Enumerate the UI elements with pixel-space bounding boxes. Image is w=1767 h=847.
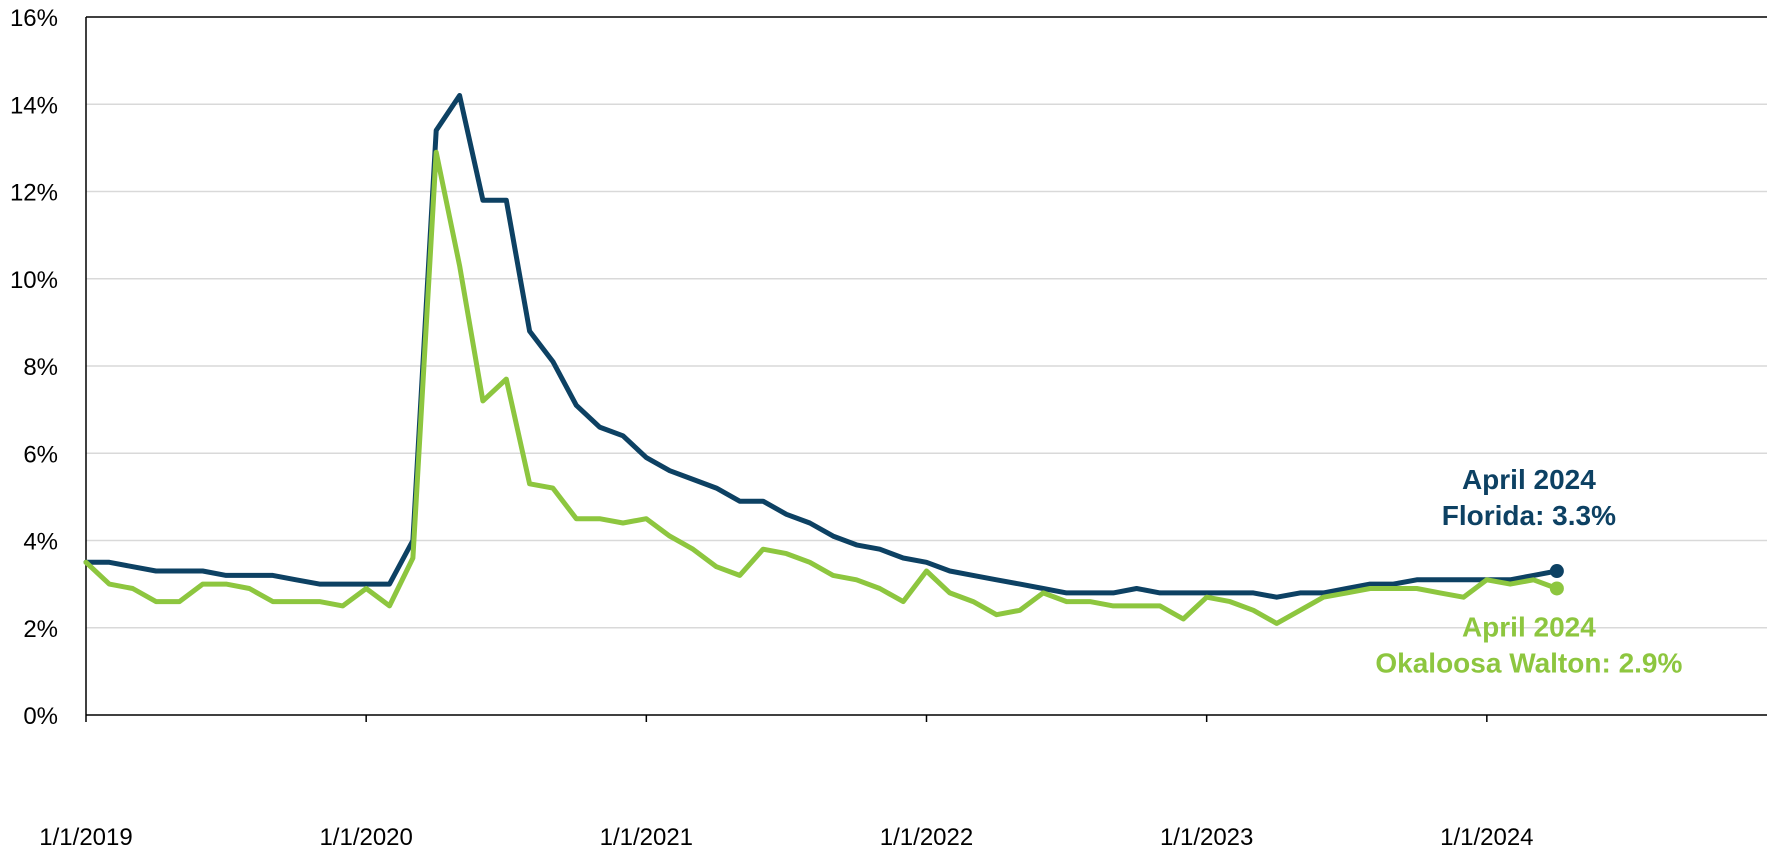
x-tick-label: 1/1/2021 — [600, 824, 693, 847]
end-point-marker — [1549, 564, 1564, 579]
annotation-label: April 2024 — [1462, 611, 1596, 642]
annotations: April 2024 Florida: 3.3% April 2024 Okaloos… — [1375, 464, 1682, 678]
y-tick-label: 10% — [10, 267, 58, 294]
axes: 0% 2% 4% 6% 8% 10% 12% 14% 16% 1/1/2019 1/1/2020 1/… — [10, 5, 1767, 847]
y-tick-label: 6% — [23, 441, 58, 468]
y-tick-label: 2% — [23, 616, 58, 643]
x-tick-label: 1/1/2024 — [1440, 824, 1533, 847]
y-tick-label: 8% — [23, 354, 58, 381]
annotation-label: Okaloosa Walton: 2.9% — [1375, 647, 1682, 678]
x-tick-label: 1/1/2023 — [1160, 824, 1253, 847]
series-line-okaloosa-walton — [83, 149, 1560, 626]
end-point-marker — [1549, 581, 1564, 596]
y-tick-label: 16% — [10, 5, 58, 32]
x-tick-label: 1/1/2020 — [319, 824, 412, 847]
series — [83, 93, 1564, 626]
y-tick-label: 0% — [23, 703, 58, 730]
annotation-label: Florida: 3.3% — [1442, 500, 1616, 531]
y-tick-label: 14% — [10, 92, 58, 119]
y-tick-label: 4% — [23, 529, 58, 556]
gridlines — [86, 103, 1767, 629]
x-tick-label: 1/1/2022 — [880, 824, 973, 847]
x-tick-label: 1/1/2019 — [39, 824, 132, 847]
annotation-label: April 2024 — [1462, 464, 1596, 495]
y-tick-label: 12% — [10, 180, 58, 207]
series-line-florida — [83, 93, 1560, 600]
